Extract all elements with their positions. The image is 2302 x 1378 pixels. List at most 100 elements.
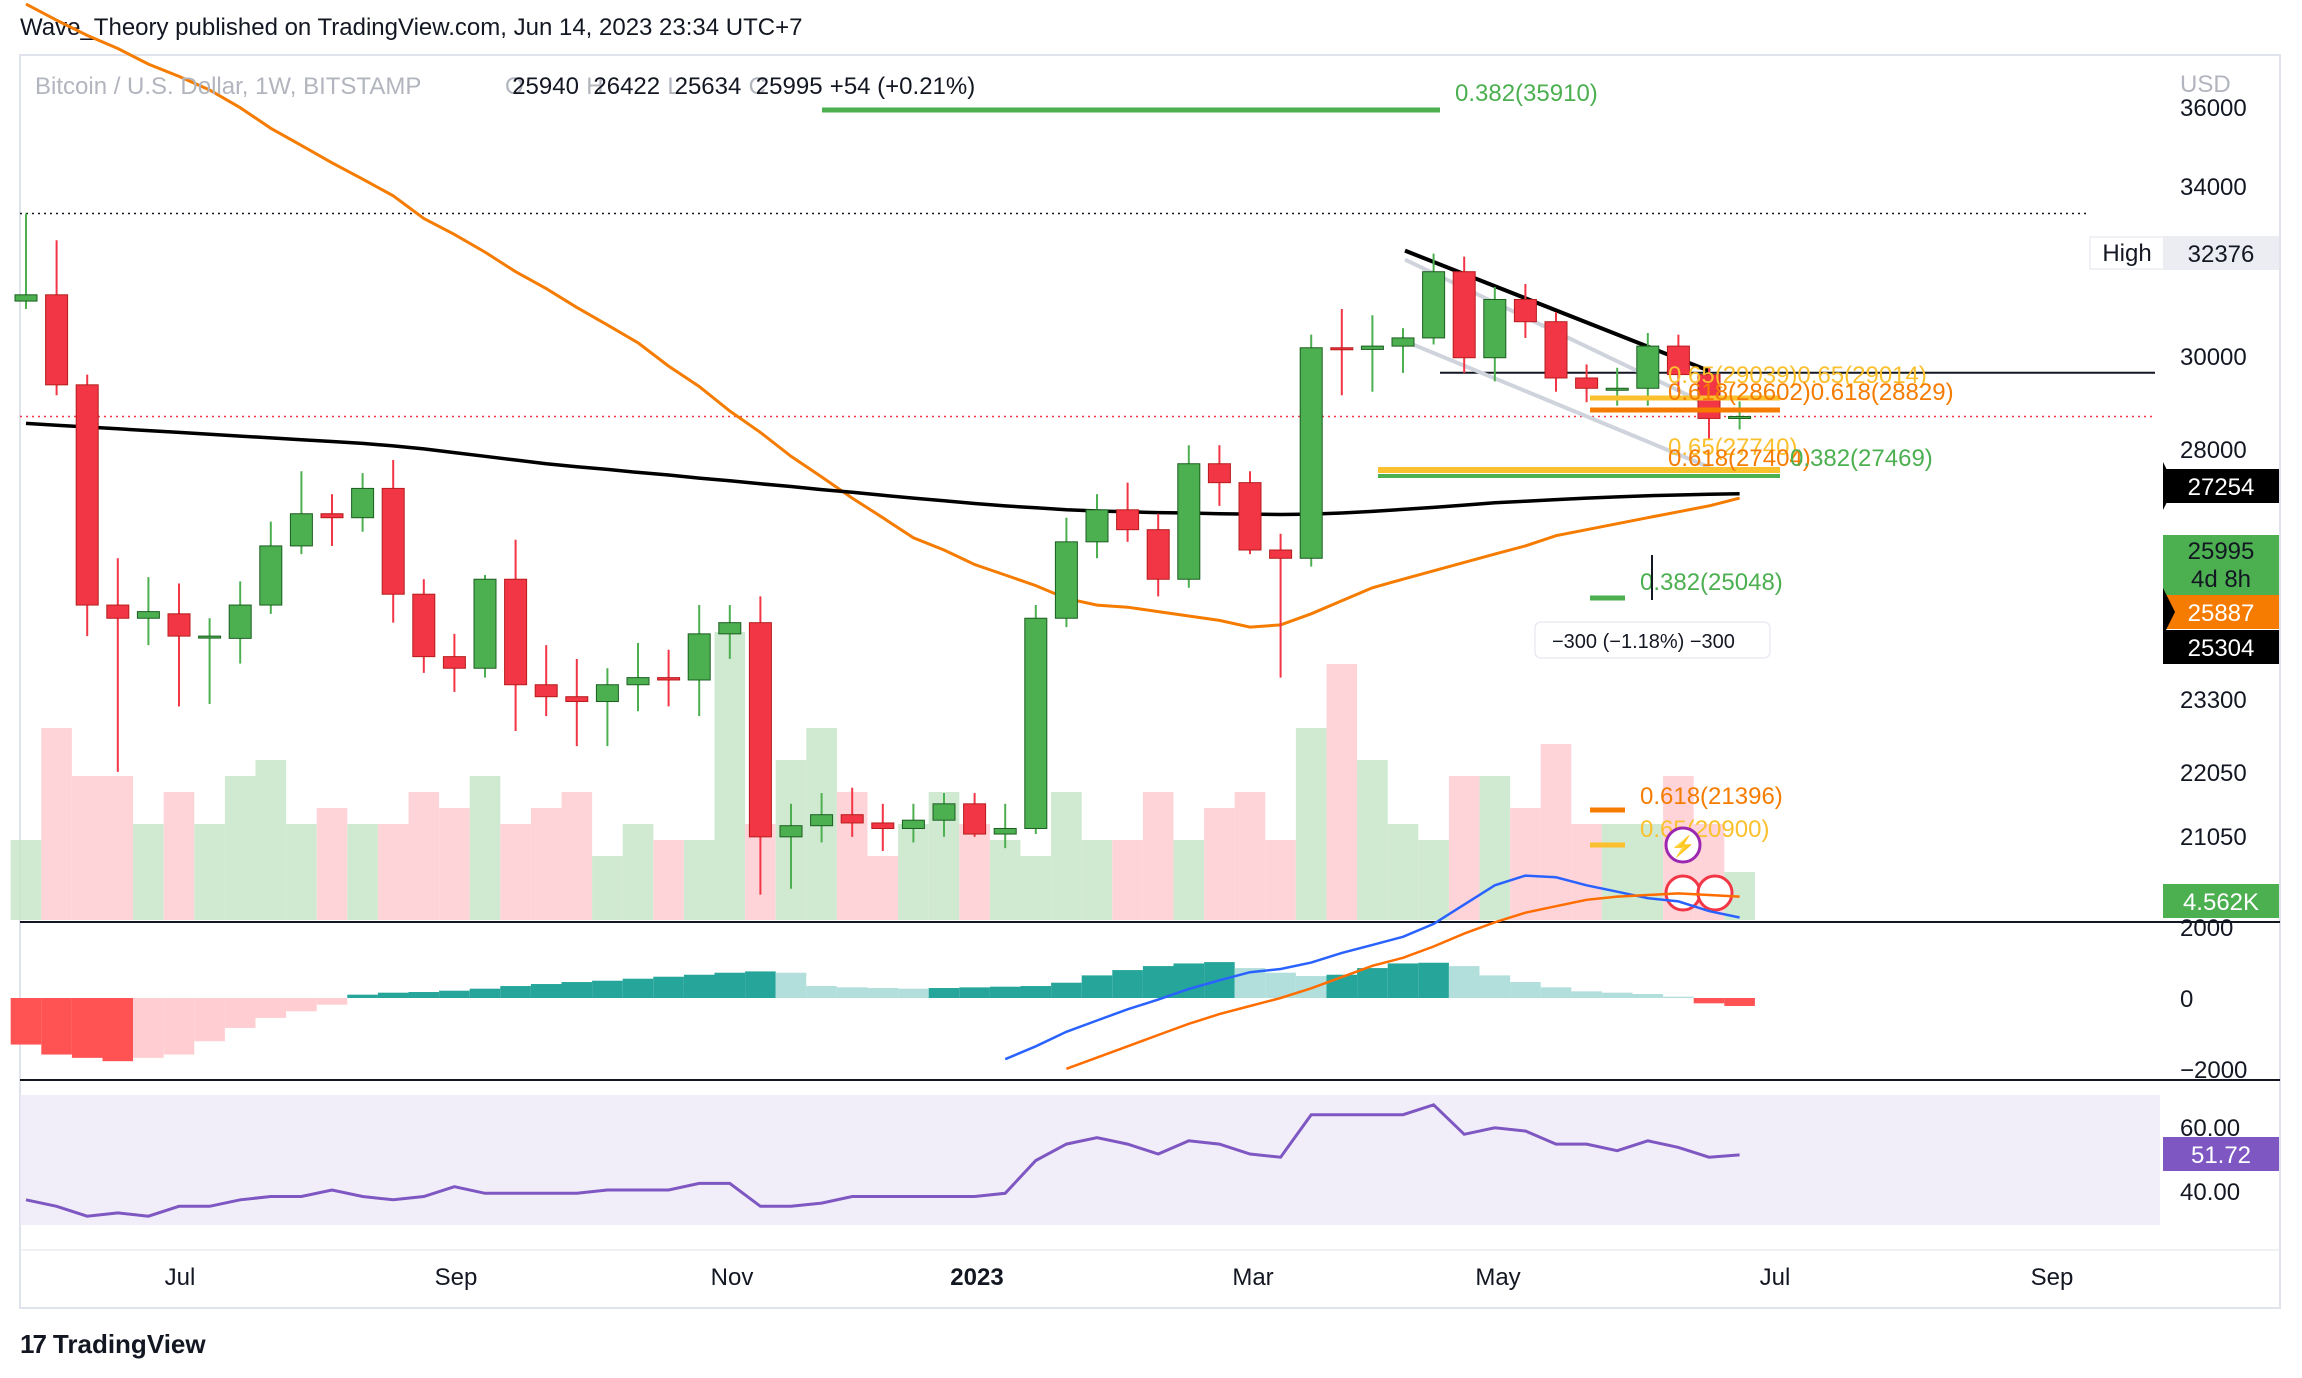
- price-label-25304-bg: [2163, 630, 2279, 664]
- candle: [320, 494, 344, 546]
- candle-body: [1299, 347, 1323, 559]
- candle-body: [1085, 509, 1109, 543]
- macd-histogram-bar: [1571, 991, 1602, 998]
- earnings-event-icon: [1664, 826, 1702, 864]
- volume-bar: [653, 840, 684, 920]
- candle-body: [1544, 321, 1568, 379]
- x-tick-label: Sep: [435, 1264, 478, 1291]
- price-tick: 34000: [2180, 174, 2247, 201]
- macd-histogram-bar: [194, 998, 225, 1042]
- price-tick: 23300: [2180, 687, 2247, 714]
- macd-histogram-bar: [592, 980, 623, 998]
- price-tick: 30000: [2180, 344, 2247, 371]
- volume-bar: [1112, 840, 1143, 920]
- macd-tick: 2000: [2180, 915, 2233, 942]
- price-label-25887-text: 25887: [2188, 600, 2255, 627]
- rsi-current-bg: [2163, 1137, 2279, 1171]
- candle-body: [167, 613, 191, 637]
- macd-histogram-bar: [1020, 986, 1052, 998]
- candle: [136, 577, 160, 646]
- volume-bar: [592, 856, 623, 920]
- volume-bar: [1510, 808, 1541, 920]
- ma-orange-line: [25, 2, 1740, 629]
- price-label-current-text: 25995: [2188, 538, 2255, 565]
- macd-histogram-bar: [163, 998, 195, 1055]
- macd-histogram-bar: [439, 990, 470, 998]
- candle: [1422, 253, 1446, 345]
- candle-body: [45, 294, 69, 386]
- price-label-current-bg: [2163, 535, 2279, 595]
- macd-histogram-bar: [1540, 987, 1572, 998]
- candle: [1360, 315, 1384, 392]
- macd-histogram-bar: [1510, 982, 1541, 998]
- candle: [228, 581, 252, 664]
- candle: [289, 471, 313, 555]
- publisher-line: Wave_Theory published on TradingView.com…: [20, 14, 803, 41]
- macd-histogram-bar: [530, 984, 562, 998]
- x-tick-label: Jul: [1760, 1264, 1791, 1291]
- price-label-countdown: 4d 8h: [2191, 566, 2251, 593]
- candle: [1330, 308, 1354, 396]
- candle-body: [565, 696, 589, 703]
- candle: [718, 605, 742, 659]
- candle: [595, 668, 619, 747]
- volume-label-text: 4.562K: [2183, 889, 2259, 916]
- candle: [442, 633, 466, 692]
- macd-histogram-bar: [775, 972, 807, 998]
- candle-body: [840, 814, 864, 824]
- candle: [687, 605, 711, 717]
- macd-histogram-bar: [71, 998, 103, 1058]
- macd-histogram-bar: [316, 998, 348, 1005]
- candle-body: [320, 513, 344, 519]
- low-value: 25634: [675, 73, 742, 100]
- candle-body: [1605, 387, 1629, 391]
- channel-lower-line: [1404, 339, 1711, 470]
- volume-bar: [1357, 760, 1388, 920]
- candle-body: [534, 684, 558, 698]
- macd-histogram-bar: [959, 987, 990, 998]
- candle: [504, 539, 528, 732]
- volume-bar: [1448, 776, 1480, 920]
- volume-bar: [469, 776, 501, 920]
- volume-bar: [71, 776, 103, 920]
- macd-signal-line: [1065, 892, 1740, 1070]
- candle: [1728, 401, 1752, 430]
- price-tick: 21050: [2180, 824, 2247, 851]
- candle-body: [473, 578, 497, 669]
- fib-label-065-mid: 0.65(27740): [1668, 434, 1797, 461]
- price-label-high-bg: [2163, 236, 2279, 270]
- macd-histogram-bar: [347, 994, 378, 998]
- volume-bar: [867, 856, 899, 920]
- footer-brand[interactable]: 17 TradingView: [20, 1329, 206, 1360]
- macd-histogram-bar: [1142, 966, 1174, 998]
- candle: [810, 793, 834, 843]
- high-tag-box: [2089, 236, 2166, 270]
- candle-body: [1391, 337, 1415, 347]
- us-flag-event-icon: [1696, 874, 1734, 912]
- candle: [1054, 517, 1078, 628]
- candle-body: [228, 604, 252, 639]
- close-value: 25995: [756, 73, 823, 100]
- volume-bar: [1142, 792, 1174, 920]
- symbol-name: Bitcoin / U.S. Dollar, 1W, BITSTAMP: [35, 73, 421, 100]
- candle-body: [1666, 345, 1690, 376]
- low-label: L: [667, 73, 680, 100]
- candle: [351, 473, 375, 532]
- candle-body: [1146, 529, 1170, 580]
- candle-body: [136, 611, 160, 619]
- macd-histogram-bar: [1448, 966, 1480, 998]
- macd-histogram-bar: [500, 986, 531, 998]
- candle-body: [993, 827, 1017, 835]
- candle: [106, 558, 130, 772]
- candle-body: [810, 814, 834, 827]
- macd-histogram-bar: [1693, 998, 1725, 1004]
- macd-histogram-bar: [928, 988, 960, 998]
- candle-body: [932, 803, 956, 821]
- macd-tick: −2000: [2180, 1057, 2247, 1084]
- candle-body: [442, 656, 466, 669]
- candle: [963, 793, 987, 837]
- candle: [779, 803, 803, 889]
- candle: [840, 787, 864, 837]
- macd-histogram-bar: [1112, 970, 1143, 998]
